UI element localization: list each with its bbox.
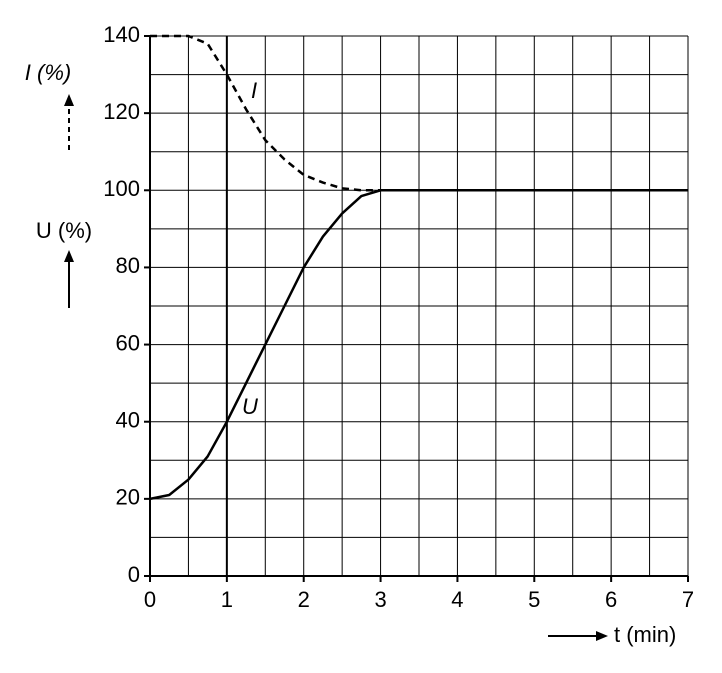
y-tick-label: 80 [116,253,140,278]
series-label: U [242,394,258,419]
y-tick-label: 60 [116,330,140,355]
x-label: t (min) [614,622,676,647]
y-tick-label: 100 [103,176,140,201]
y-tick-label: 120 [103,99,140,124]
y-tick-label: 40 [116,408,140,433]
y-label-u: U (%) [36,218,92,243]
series-label: I [251,78,257,103]
y-tick-label: 20 [116,485,140,510]
x-tick-label: 0 [144,587,156,612]
x-tick-label: 2 [298,587,310,612]
x-tick-label: 5 [528,587,540,612]
series-line [149,189,688,501]
arrow-head [596,631,608,641]
x-tick-label: 3 [374,587,386,612]
x-tick-label: 6 [605,587,617,612]
arrow-head [64,94,74,106]
arrow-head [64,250,74,262]
x-tick-label: 1 [221,587,233,612]
series-line [150,34,688,192]
y-tick-label: 0 [128,562,140,587]
y-tick-label: 140 [103,22,140,47]
x-tick-label: 7 [682,587,694,612]
x-tick-label: 4 [451,587,463,612]
y-label-i: I (%) [25,60,71,85]
